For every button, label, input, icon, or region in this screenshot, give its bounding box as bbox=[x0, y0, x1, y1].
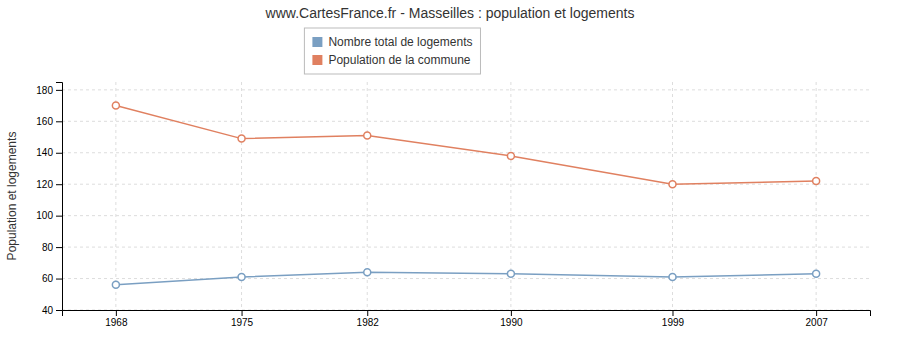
point bbox=[112, 281, 119, 288]
grid-line bbox=[62, 215, 870, 216]
tick: 160 bbox=[36, 116, 62, 127]
tick: 120 bbox=[36, 179, 62, 190]
tick-label: 40 bbox=[42, 305, 54, 316]
y-axis-title: Population et logements bbox=[5, 132, 19, 261]
point bbox=[238, 273, 245, 280]
tick-mark bbox=[56, 279, 62, 280]
tick-label: 1975 bbox=[231, 317, 254, 328]
grid bbox=[62, 82, 870, 310]
point bbox=[669, 273, 676, 280]
marks bbox=[112, 102, 819, 288]
tick: 100 bbox=[36, 210, 62, 221]
tick-mark bbox=[116, 310, 117, 316]
tick-label: 1990 bbox=[500, 317, 523, 328]
point bbox=[669, 181, 676, 188]
point bbox=[813, 178, 820, 185]
tick-mark bbox=[56, 121, 62, 122]
tick-label: 1968 bbox=[105, 317, 128, 328]
legend-swatch bbox=[312, 37, 322, 47]
tick-mark bbox=[56, 90, 62, 91]
tick-mark bbox=[56, 247, 62, 248]
tick-label: 160 bbox=[36, 116, 53, 127]
tick: 2007 bbox=[806, 310, 829, 328]
tick-label: 180 bbox=[36, 85, 53, 96]
tick: 1982 bbox=[357, 310, 380, 328]
legend-item: Nombre total de logements bbox=[312, 35, 472, 49]
tick-mark bbox=[56, 184, 62, 185]
legend-label: Nombre total de logements bbox=[328, 35, 472, 49]
chart: 1968 1975 1982 1990 1999 2007 40 60 80 100 120 140 1… bbox=[0, 0, 900, 340]
x-axis: 1968 1975 1982 1990 1999 2007 bbox=[63, 310, 871, 328]
series-line bbox=[116, 272, 816, 285]
point bbox=[507, 152, 514, 159]
tick-mark bbox=[511, 310, 512, 316]
point bbox=[112, 102, 119, 109]
point bbox=[507, 270, 514, 277]
point bbox=[238, 135, 245, 142]
tick-label: 100 bbox=[36, 210, 53, 221]
legend-item: Population de la commune bbox=[312, 53, 470, 67]
tick: 40 bbox=[42, 305, 62, 316]
legend-swatch bbox=[312, 55, 322, 65]
axis-line bbox=[56, 83, 63, 311]
series-line bbox=[116, 106, 816, 185]
point bbox=[364, 269, 371, 276]
point bbox=[364, 132, 371, 139]
grid-line bbox=[62, 278, 870, 279]
legend: Nombre total de logements Population de l… bbox=[304, 28, 480, 74]
grid-line bbox=[62, 152, 870, 153]
tick-label: 60 bbox=[42, 273, 54, 284]
tick-label: 1999 bbox=[662, 317, 685, 328]
grid-line bbox=[115, 82, 116, 310]
tick-label: 1982 bbox=[357, 317, 380, 328]
tick: 80 bbox=[42, 242, 62, 253]
tick-label: 80 bbox=[42, 242, 54, 253]
tick-mark bbox=[367, 310, 368, 316]
tick-label: 120 bbox=[36, 179, 53, 190]
tick: 1999 bbox=[662, 310, 685, 328]
axis-line bbox=[63, 311, 871, 317]
tick-mark bbox=[56, 216, 62, 217]
tick: 60 bbox=[42, 273, 62, 284]
grid-line bbox=[62, 247, 870, 248]
tick-label: 140 bbox=[36, 147, 53, 158]
grid-line bbox=[62, 184, 870, 185]
plot-area: 1968 1975 1982 1990 1999 2007 40 60 80 100 120 140 1… bbox=[36, 82, 870, 328]
tick: 180 bbox=[36, 85, 62, 96]
tick-mark bbox=[672, 310, 673, 316]
tick: 1968 bbox=[105, 310, 128, 328]
tick: 1990 bbox=[500, 310, 523, 328]
y-axis: 40 60 80 100 120 140 160 180 bbox=[36, 83, 62, 316]
point bbox=[813, 270, 820, 277]
grid-line bbox=[62, 89, 870, 90]
tick-label: 2007 bbox=[806, 317, 829, 328]
grid-line bbox=[62, 121, 870, 122]
tick: 1975 bbox=[231, 310, 254, 328]
tick-mark bbox=[816, 310, 817, 316]
legend-frame bbox=[304, 28, 480, 74]
tick-mark bbox=[56, 153, 62, 154]
tick: 140 bbox=[36, 147, 62, 158]
tick-mark bbox=[56, 310, 62, 311]
title: www.CartesFrance.fr - Masseilles : popul… bbox=[265, 5, 635, 21]
tick-mark bbox=[242, 310, 243, 316]
legend-label: Population de la commune bbox=[328, 53, 470, 67]
